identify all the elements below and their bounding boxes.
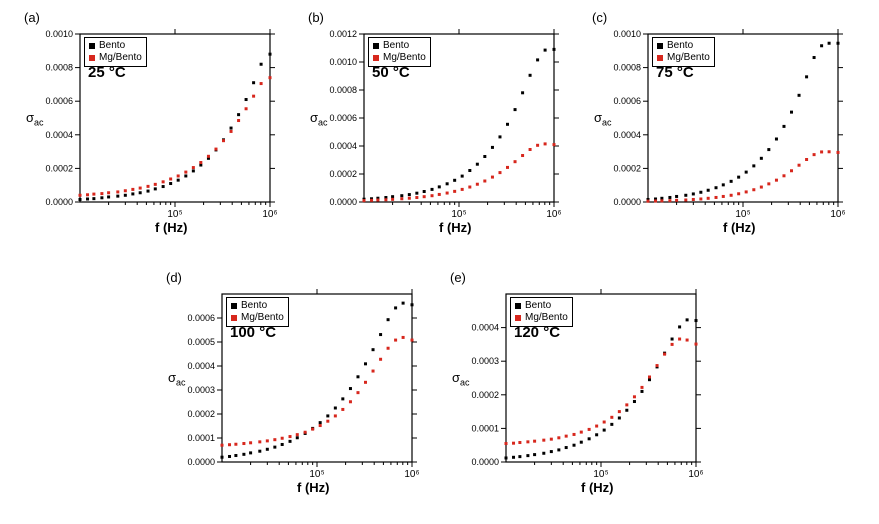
panel-b: (b)0.00000.00020.00040.00060.00080.00100…: [302, 8, 574, 256]
svg-text:0.0010: 0.0010: [613, 29, 641, 39]
panel-a: (a) 0.0000 0.0002 0.0004 0.0006 0.0008 0.0010 1…: [18, 8, 290, 256]
x-axis-label: f (Hz): [581, 480, 614, 495]
svg-text:0.0002: 0.0002: [329, 169, 357, 179]
panel-label-c: (c): [592, 10, 607, 25]
legend-item-bento: Bento: [515, 300, 568, 312]
legend-item-mg-bento: Mg/Bento: [89, 52, 142, 64]
svg-text:10⁶: 10⁶: [262, 209, 277, 220]
svg-text:0.0004: 0.0004: [187, 361, 215, 371]
legend: BentoMg/Bento: [84, 37, 147, 67]
panel-label-d: (d): [166, 270, 182, 285]
svg-text:0.0004: 0.0004: [329, 141, 357, 151]
svg-text:0.0000: 0.0000: [45, 197, 73, 207]
svg-text:0.0000: 0.0000: [471, 457, 499, 467]
svg-text:0.0006: 0.0006: [45, 96, 73, 106]
chart-e: 0.0000 0.0001 0.0002 0.0003 0.0004 10⁵ 10⁶: [444, 268, 716, 516]
x-axis-label: f (Hz): [155, 220, 188, 235]
legend: BentoMg/Bento: [652, 37, 715, 67]
legend-item-bento: Bento: [657, 40, 710, 52]
svg-text:0.0003: 0.0003: [471, 356, 499, 366]
svg-text:0.0002: 0.0002: [471, 390, 499, 400]
svg-text:10⁶: 10⁶: [404, 469, 419, 480]
legend-item-mg-bento: Mg/Bento: [515, 312, 568, 324]
svg-text:10⁵: 10⁵: [735, 209, 750, 220]
chart-a: 0.0000 0.0002 0.0004 0.0006 0.0008 0.0010 10⁵ 1…: [18, 8, 290, 256]
svg-text:0.0002: 0.0002: [45, 163, 73, 173]
legend-item-bento: Bento: [373, 40, 426, 52]
svg-text:0.0006: 0.0006: [613, 96, 641, 106]
svg-text:0.0000: 0.0000: [329, 197, 357, 207]
x-axis-label: f (Hz): [723, 220, 756, 235]
legend-item-mg-bento: Mg/Bento: [231, 312, 284, 324]
svg-text:0.0002: 0.0002: [187, 409, 215, 419]
svg-text:0.0006: 0.0006: [187, 313, 215, 323]
svg-text:10⁶: 10⁶: [546, 209, 561, 220]
legend-item-mg-bento: Mg/Bento: [657, 52, 710, 64]
chart-b: 0.0000 0.0002 0.0004 0.0006 0.0008 0.0010 0.00…: [302, 8, 574, 256]
chart-d: 0.0000 0.0001 0.0002 0.0003 0.0004 0.0005 0.00…: [160, 268, 432, 516]
svg-text:0.0006: 0.0006: [329, 113, 357, 123]
svg-text:10⁵: 10⁵: [451, 209, 466, 220]
svg-text:0.0003: 0.0003: [187, 385, 215, 395]
svg-text:10⁵: 10⁵: [593, 469, 608, 480]
x-axis-label: f (Hz): [439, 220, 472, 235]
panel-label-b: (b): [308, 10, 324, 25]
y-axis-label: σac: [26, 110, 44, 128]
panel-label-e: (e): [450, 270, 466, 285]
legend: BentoMg/Bento: [510, 297, 573, 327]
svg-text:0.0004: 0.0004: [613, 130, 641, 140]
x-axis-label: f (Hz): [297, 480, 330, 495]
legend: BentoMg/Bento: [368, 37, 431, 67]
legend: BentoMg/Bento: [226, 297, 289, 327]
svg-text:0.0002: 0.0002: [613, 163, 641, 173]
svg-text:10⁶: 10⁶: [688, 469, 703, 480]
svg-text:0.0004: 0.0004: [45, 130, 73, 140]
svg-text:0.0008: 0.0008: [613, 63, 641, 73]
legend-item-mg-bento: Mg/Bento: [373, 52, 426, 64]
svg-text:0.0001: 0.0001: [187, 433, 215, 443]
panel-label-a: (a): [24, 10, 40, 25]
y-axis-label: σac: [452, 370, 470, 388]
legend-item-bento: Bento: [89, 40, 142, 52]
svg-text:0.0012: 0.0012: [329, 29, 357, 39]
panel-e: (e) 0.0000 0.0001 0.0002 0.0003 0.0004 10⁵ 10⁶ σ…: [444, 268, 716, 516]
svg-text:0.0008: 0.0008: [45, 63, 73, 73]
svg-text:0.0004: 0.0004: [471, 323, 499, 333]
svg-text:0.0000: 0.0000: [187, 457, 215, 467]
svg-text:10⁶: 10⁶: [830, 209, 845, 220]
y-axis-label: σac: [310, 110, 328, 128]
svg-text:0.0005: 0.0005: [187, 337, 215, 347]
y-axis-label: σac: [594, 110, 612, 128]
svg-text:10⁵: 10⁵: [309, 469, 324, 480]
y-axis-label: σac: [168, 370, 186, 388]
svg-text:0.0010: 0.0010: [45, 29, 73, 39]
panel-d: (d)0.00000.00010.00020.00030.00040.00050…: [160, 268, 432, 516]
chart-c: 0.0000 0.0002 0.0004 0.0006 0.0008 0.0010 10⁵ 1…: [586, 8, 858, 256]
svg-text:10⁵: 10⁵: [167, 209, 182, 220]
svg-text:0.0000: 0.0000: [613, 197, 641, 207]
svg-text:0.0010: 0.0010: [329, 57, 357, 67]
panel-c: (c) 0.0000 0.0002 0.0004 0.0006 0.0008 0.0010 1…: [586, 8, 858, 256]
svg-text:0.0001: 0.0001: [471, 423, 499, 433]
legend-item-bento: Bento: [231, 300, 284, 312]
svg-text:0.0008: 0.0008: [329, 85, 357, 95]
